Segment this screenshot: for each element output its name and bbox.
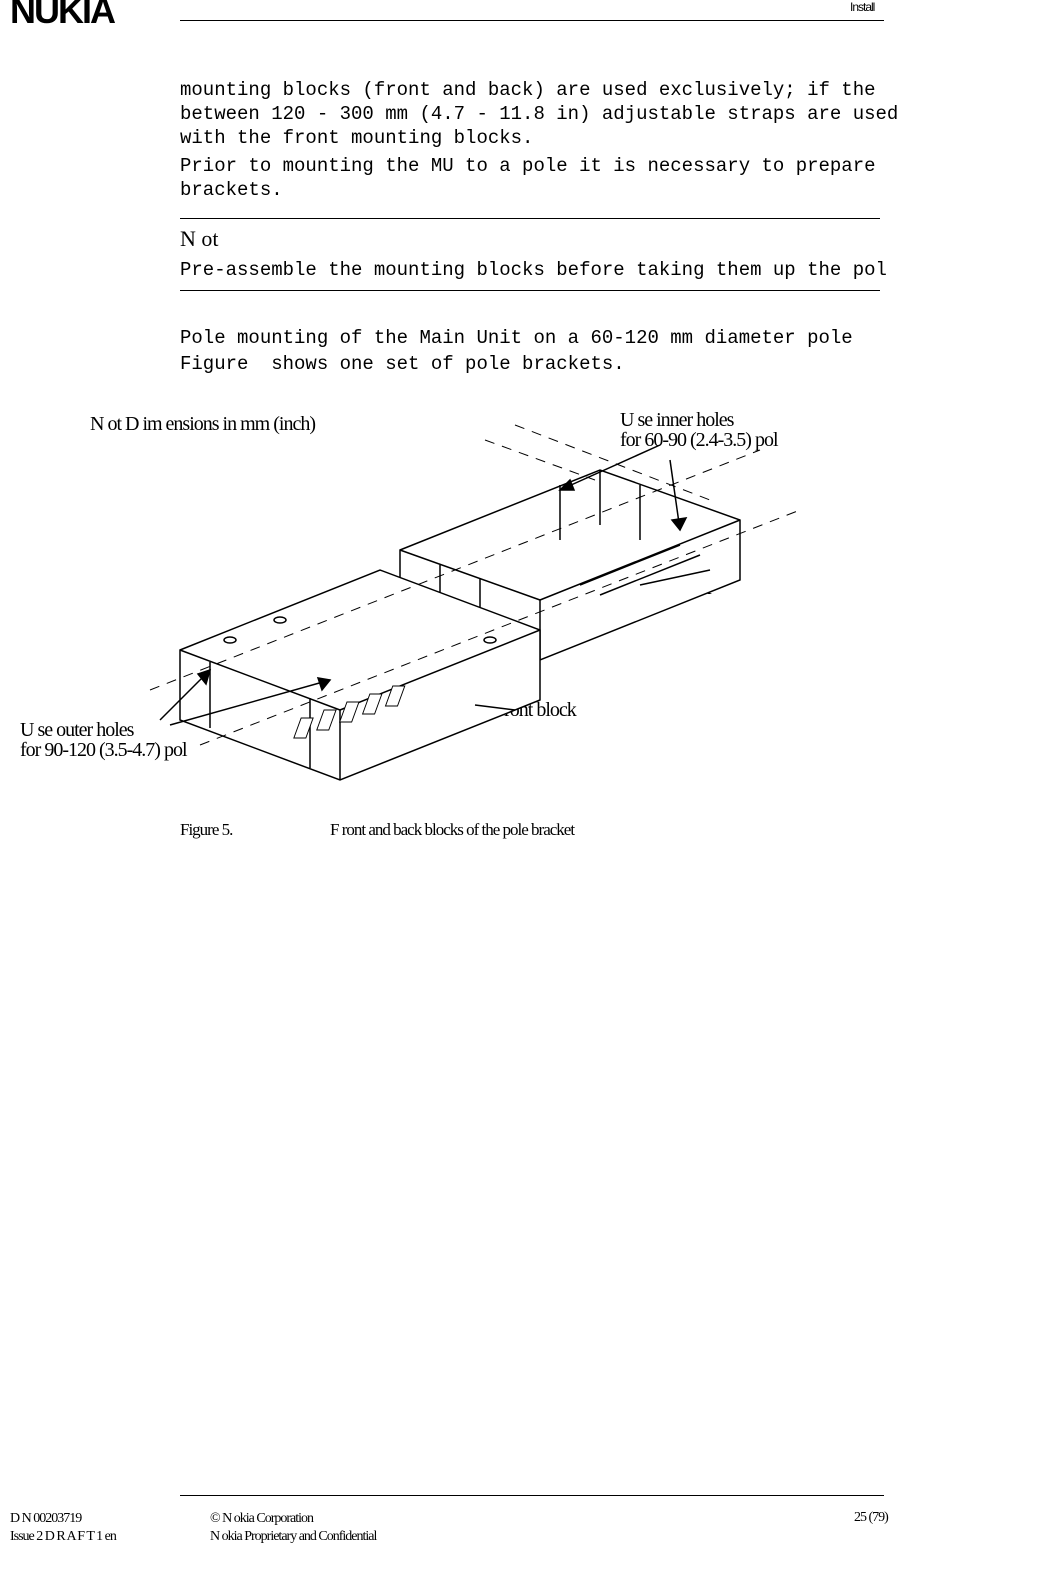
figure-number: Figure 5.: [180, 820, 232, 840]
note-text: Pre-assemble the mounting blocks before …: [180, 258, 887, 282]
header-right: Install: [850, 0, 874, 14]
note-rule-bottom: [180, 290, 880, 291]
figure-caption: F ront and back blocks of the pole brack…: [330, 820, 574, 840]
paragraph-2: Prior to mounting the MU to a pole it is…: [180, 154, 876, 202]
header-rule: [180, 20, 884, 21]
subheading: Pole mounting of the Main Unit on a 60-1…: [180, 326, 853, 350]
footer-docid: D N 00203719 Issue 2 D R A F T 1 en: [10, 1510, 116, 1546]
paragraph-5: Figure shows one set of pole brackets.: [180, 352, 625, 376]
footer-copyright: © N okia Corporation N okia Proprietary …: [210, 1510, 376, 1546]
note-rule-top: [180, 218, 880, 219]
brand-logo: NUKIA: [10, 0, 114, 32]
note-heading: N ot: [180, 226, 219, 252]
footer-pagenum: 25 (79): [854, 1510, 888, 1526]
paragraph-1: mounting blocks (front and back) are use…: [180, 78, 898, 150]
bracket-diagram: [120, 410, 820, 810]
footer-rule: [180, 1495, 884, 1496]
